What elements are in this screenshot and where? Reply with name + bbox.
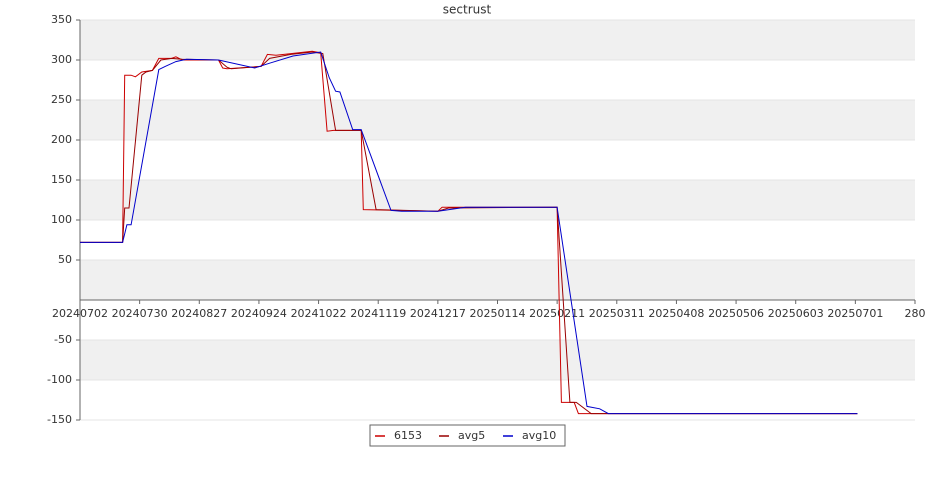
grid-band: [80, 20, 915, 60]
x-tick-label: 20250114: [470, 307, 526, 320]
x-tick-label: 20250701: [827, 307, 883, 320]
x-tick-label: 20240924: [231, 307, 287, 320]
grid-band: [80, 260, 915, 300]
x-tick-label: 20241119: [350, 307, 406, 320]
grid-band: [80, 340, 915, 380]
legend-box: [369, 424, 566, 447]
x-tick-label: 20240702: [52, 307, 108, 320]
x-tick-label: 20241022: [291, 307, 347, 320]
y-tick-label: 100: [51, 213, 72, 226]
grid-band: [80, 140, 915, 180]
x-tick-label: 20250311: [589, 307, 645, 320]
x-tick-label: 20250603: [768, 307, 824, 320]
legend: 6153 avg5 avg10: [369, 424, 566, 447]
legend-label: 6153: [394, 429, 422, 442]
series-line: [80, 50, 858, 415]
grid-band: [80, 220, 915, 260]
y-tick-label: 150: [51, 173, 72, 186]
x-tick-label: 20250506: [708, 307, 764, 320]
y-tick-label: -50: [54, 333, 72, 346]
grid-band: [80, 300, 915, 340]
y-tick-label: 50: [58, 253, 72, 266]
y-tick-label: -150: [47, 413, 72, 426]
y-tick-label: 200: [51, 133, 72, 146]
x-tick-label: 20241217: [410, 307, 466, 320]
y-tick-label: 350: [51, 13, 72, 26]
x-tick-label: 20240827: [171, 307, 227, 320]
series-line: [80, 51, 858, 415]
y-tick-label: -100: [47, 373, 72, 386]
legend-label: avg10: [522, 429, 556, 442]
x-tick-label: 20250211: [529, 307, 585, 320]
grid-band: [80, 100, 915, 140]
y-tick-label: 300: [51, 53, 72, 66]
chart-title: sectrust: [443, 3, 492, 17]
x-tick-label: 280: [905, 307, 926, 320]
grid-band: [80, 180, 915, 220]
x-tick-label: 20240730: [112, 307, 168, 320]
grid-band: [80, 60, 915, 100]
y-tick-label: 250: [51, 93, 72, 106]
legend-label: avg5: [458, 429, 485, 442]
x-tick-label: 20250408: [648, 307, 704, 320]
